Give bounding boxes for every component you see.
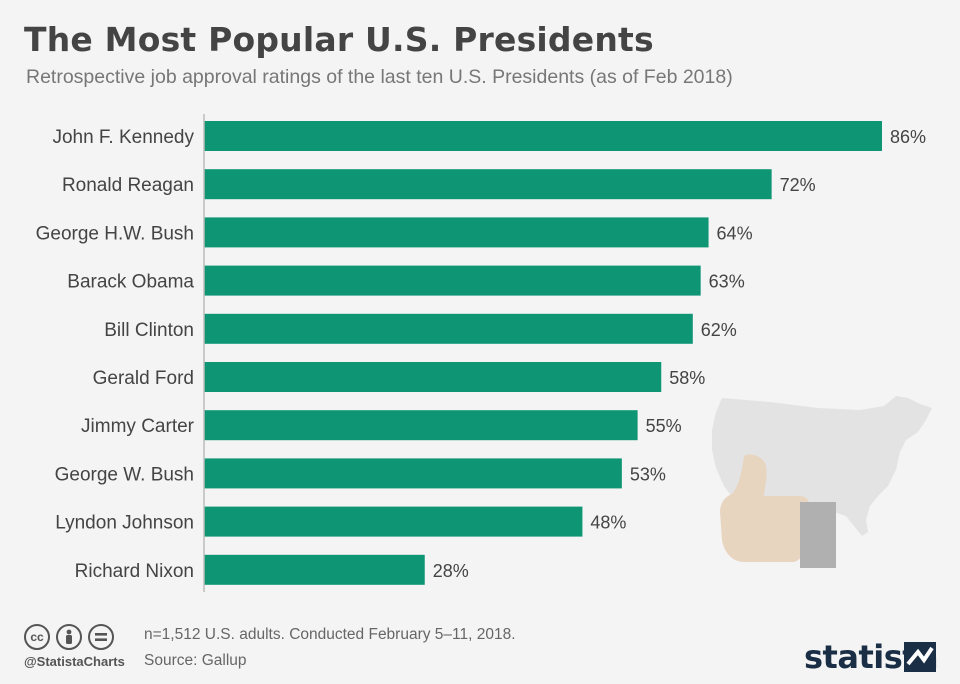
thumb-cuff [800, 502, 836, 568]
statista-charts-handle[interactable]: @StatistaCharts [24, 654, 125, 669]
category-label: Gerald Ford [93, 368, 194, 389]
bar[interactable] [204, 506, 583, 537]
value-label: 86% [890, 127, 926, 147]
bar[interactable] [204, 313, 693, 344]
category-label: George H.W. Bush [36, 223, 194, 244]
value-label: 64% [717, 223, 753, 243]
value-label: 72% [780, 175, 816, 195]
bar[interactable] [204, 121, 882, 151]
category-label: John F. Kennedy [52, 127, 194, 148]
nd-icon[interactable] [88, 624, 114, 650]
bar[interactable] [204, 362, 662, 392]
bar[interactable] [204, 554, 425, 585]
category-label: Richard Nixon [75, 561, 194, 582]
category-label: Lyndon Johnson [55, 513, 194, 534]
category-label: Jimmy Carter [81, 416, 195, 437]
value-label: 63% [709, 272, 745, 292]
survey-note: n=1,512 U.S. adults. Conducted February … [144, 626, 516, 643]
value-label: 62% [701, 320, 737, 340]
chart-subtitle: Retrospective job approval ratings of th… [26, 66, 733, 88]
bar[interactable] [204, 169, 772, 200]
cc-icon[interactable]: cc [24, 624, 50, 650]
by-icon[interactable] [56, 624, 82, 650]
bar[interactable] [204, 265, 701, 296]
source-text: Source: Gallup [144, 652, 247, 669]
license-icons: cc [24, 624, 114, 650]
category-label: Barack Obama [67, 272, 194, 293]
value-label: 53% [630, 464, 666, 484]
thumb-hand [720, 454, 811, 562]
category-label: Bill Clinton [104, 320, 194, 341]
statista-logo-mark-icon [904, 642, 936, 672]
chart-title: The Most Popular U.S. Presidents [24, 20, 654, 59]
category-label: George W. Bush [55, 464, 194, 485]
bar[interactable] [204, 410, 638, 441]
thumbs-up-icon [720, 454, 836, 568]
value-label: 48% [590, 513, 626, 533]
footer: cc @StatistaCharts n=1,512 U.S. adults. … [0, 610, 960, 684]
category-label: Ronald Reagan [62, 175, 194, 196]
bar-chart: John F. Kennedy 86% Ronald Reagan 72% George… [36, 114, 932, 592]
value-label: 55% [646, 416, 682, 436]
bar[interactable] [204, 458, 622, 489]
value-label: 28% [433, 561, 469, 581]
value-label: 58% [669, 368, 705, 388]
bar[interactable] [204, 217, 709, 248]
